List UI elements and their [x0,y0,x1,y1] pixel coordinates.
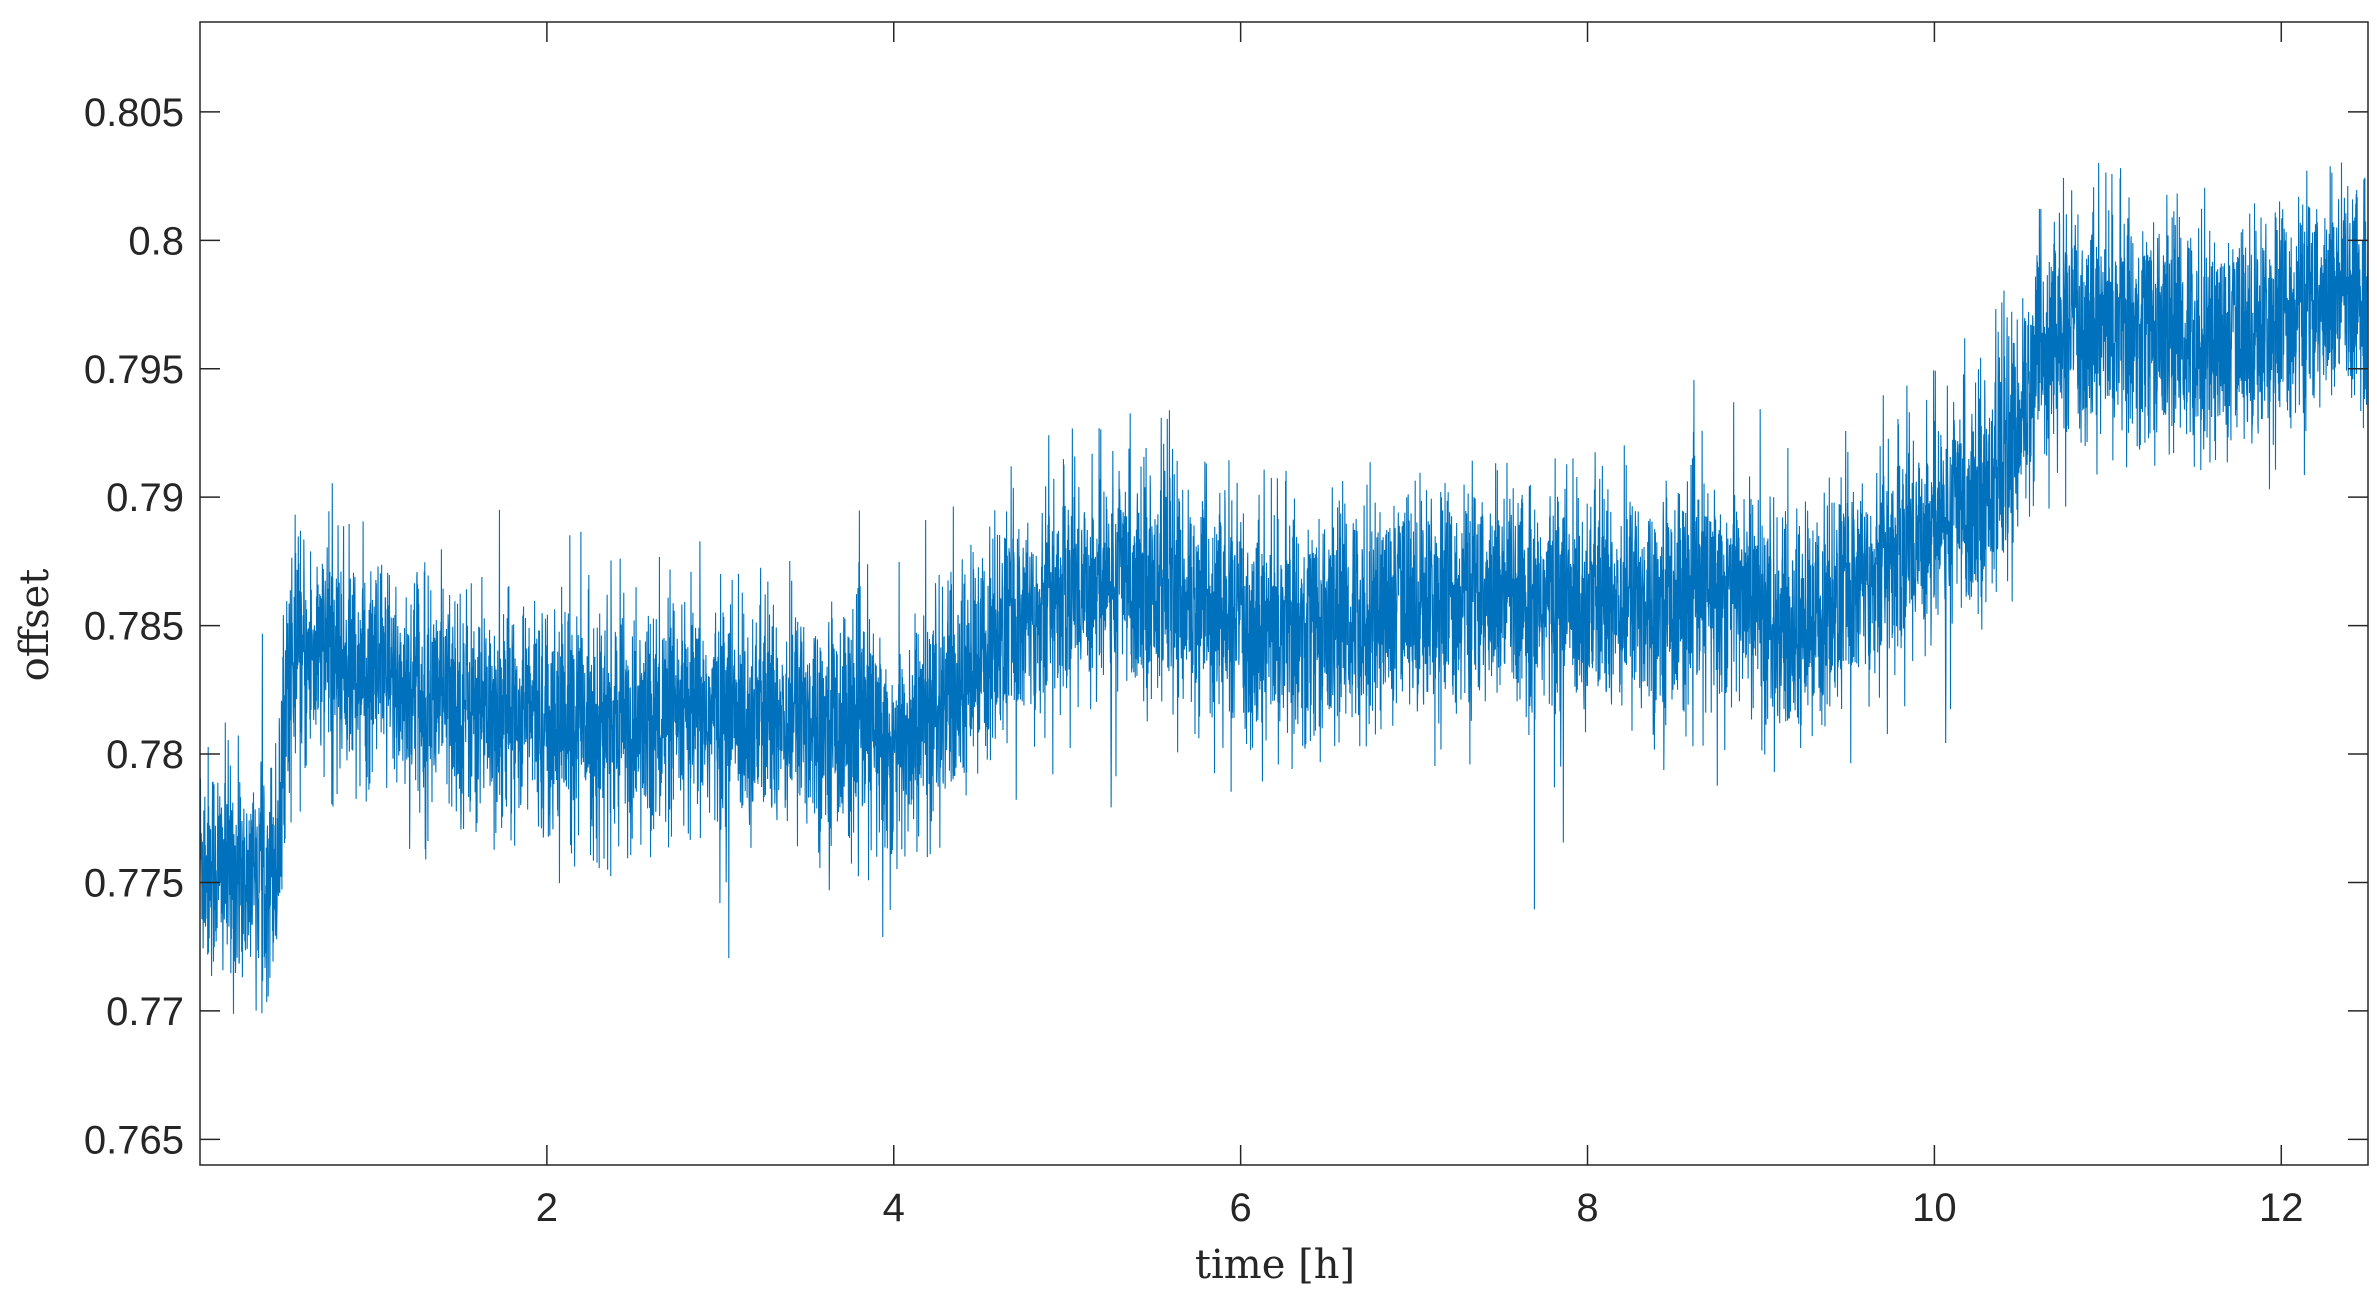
y-tick-label: 0.785 [84,605,184,649]
y-tick-label: 0.805 [84,91,184,135]
y-tick-label: 0.775 [84,861,184,905]
series-line [200,162,2368,1014]
y-tick-label: 0.795 [84,348,184,392]
x-axis-label: time [h] [1195,1242,1355,1288]
x-tick-label: 6 [1230,1186,1252,1230]
plot-area [200,162,2368,1014]
y-tick-label: 0.8 [128,219,184,263]
x-tick-label: 12 [2259,1186,2304,1230]
y-tick-label: 0.78 [106,733,184,777]
x-tick-label: 8 [1576,1186,1598,1230]
axes-box [199,21,2369,1166]
x-tick-label: 2 [536,1186,558,1230]
y-tick-label: 0.765 [84,1118,184,1162]
y-axis-label: offset [12,569,58,682]
x-tick-label: 4 [883,1186,905,1230]
axes: 2 4 6 8 10 12 0.765 0.77 0.775 0.78 0.785 0.79 0.795… [84,21,2369,1230]
x-tick-label: 10 [1912,1186,1957,1230]
y-tick-label: 0.79 [106,476,184,520]
y-tick-label: 0.77 [106,990,184,1034]
